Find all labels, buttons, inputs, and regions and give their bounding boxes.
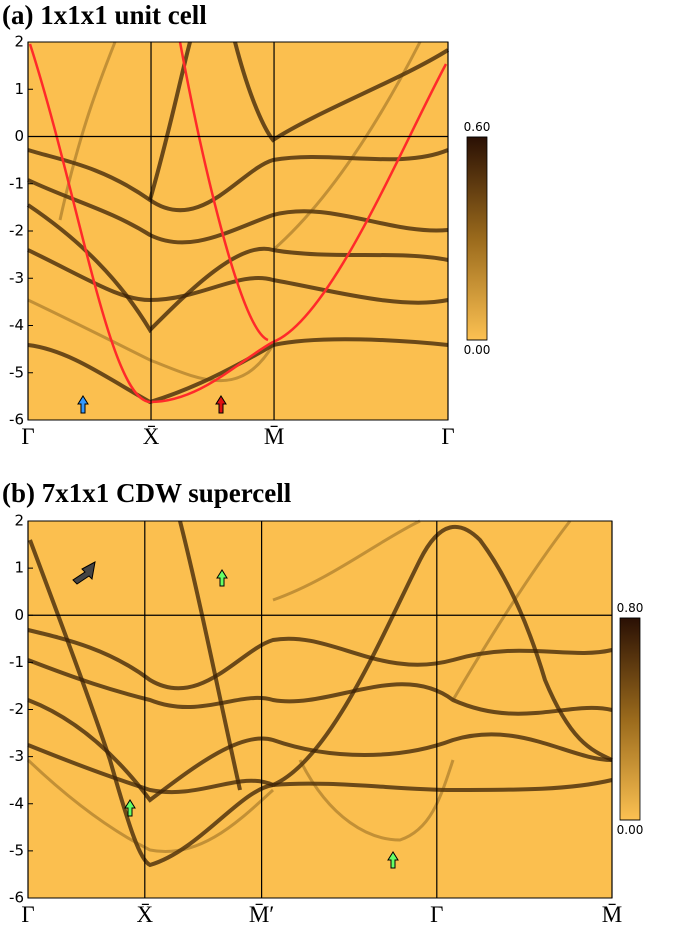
plot-background [28,521,612,898]
y-tick-label: -1 [9,174,24,192]
x-tick-label: Γ [21,902,34,927]
y-tick-label: 0 [14,127,24,145]
y-tick-label: -2 [9,222,24,240]
y-tick-label: -5 [9,363,24,381]
colorbar [466,136,488,341]
y-tick-label: -5 [9,841,24,859]
y-tick-label: 2 [14,512,24,530]
y-tick-label: 1 [14,559,24,577]
colorbar [619,617,641,821]
colorbar-label: 0.00 [617,823,644,837]
x-tick-label: X̄ [136,902,153,927]
y-tick-label: -1 [9,653,24,671]
colorbar-label: 0.80 [617,601,644,615]
x-tick-label: M̄ [264,424,284,449]
panel-title: (b) 7x1x1 CDW supercell [2,478,292,508]
colorbar-label: 0.00 [464,343,491,357]
y-tick-label: -3 [9,269,24,287]
panel-title: (a) 1x1x1 unit cell [2,0,207,30]
x-tick-label: M̄′ [249,902,274,927]
y-tick-label: -4 [9,316,24,334]
y-tick-label: -4 [9,794,24,812]
bands-b [26,519,613,869]
x-tick-label: Γ [441,424,454,449]
plot-background [28,42,448,420]
x-tick-label: Γ [21,424,34,449]
y-tick-label: 2 [14,33,24,51]
y-tick-label: 1 [14,80,24,98]
x-tick-label: Γ [430,902,443,927]
y-tick-label: -6 [9,889,24,907]
x-tick-label: M̄ [602,902,622,927]
bands-a [26,41,450,414]
y-tick-label: -3 [9,747,24,765]
y-tick-label: -2 [9,700,24,718]
colorbar-label: 0.60 [464,120,491,134]
y-tick-label: 0 [14,606,24,624]
x-tick-label: X̄ [143,424,160,449]
y-tick-label: -6 [9,411,24,429]
